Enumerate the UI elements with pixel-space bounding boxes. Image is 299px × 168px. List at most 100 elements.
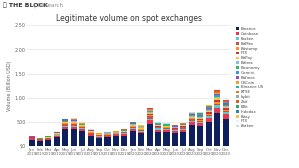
Bar (138, 126, 144, 127)
Bar (214, 89, 220, 90)
Bar (222, 104, 229, 105)
Bar (206, 122, 212, 146)
Title: Legitimate volume on spot exchanges: Legitimate volume on spot exchanges (56, 14, 202, 23)
Bar (214, 93, 220, 94)
Bar (189, 116, 195, 117)
Bar (214, 95, 220, 96)
Bar (104, 137, 111, 146)
Bar (79, 126, 85, 127)
Bar (206, 114, 212, 115)
Bar (214, 97, 220, 98)
Bar (71, 124, 77, 126)
Bar (45, 140, 51, 146)
Bar (113, 136, 119, 146)
Bar (147, 120, 153, 124)
Bar (37, 140, 43, 141)
Bar (155, 130, 161, 132)
Bar (121, 133, 127, 134)
Bar (164, 124, 170, 125)
Bar (197, 121, 203, 122)
Bar (180, 126, 187, 127)
Bar (45, 139, 51, 140)
Bar (172, 126, 178, 127)
Bar (62, 129, 68, 146)
Bar (214, 91, 220, 92)
Bar (197, 112, 203, 113)
Bar (214, 113, 220, 146)
Bar (62, 127, 68, 129)
Bar (62, 124, 68, 126)
Bar (138, 128, 144, 129)
Bar (222, 106, 229, 107)
Bar (214, 90, 220, 91)
Bar (197, 114, 203, 115)
Bar (121, 132, 127, 133)
Bar (206, 108, 212, 109)
Bar (96, 138, 102, 146)
Bar (222, 101, 229, 102)
Bar (147, 115, 153, 116)
Bar (79, 124, 85, 125)
Bar (104, 133, 111, 134)
Bar (138, 129, 144, 130)
Bar (214, 104, 220, 105)
Bar (189, 121, 195, 122)
Bar (88, 132, 94, 133)
Bar (197, 117, 203, 118)
Bar (155, 127, 161, 129)
Bar (164, 128, 170, 129)
Bar (206, 118, 212, 122)
Bar (62, 121, 68, 122)
Bar (88, 133, 94, 134)
Bar (104, 136, 111, 137)
Bar (222, 119, 229, 146)
Bar (130, 126, 136, 127)
Bar (138, 130, 144, 131)
Bar (130, 123, 136, 124)
Bar (222, 103, 229, 104)
Bar (113, 132, 119, 133)
Bar (206, 109, 212, 110)
Bar (71, 120, 77, 121)
Bar (79, 128, 85, 129)
Bar (206, 116, 212, 118)
Bar (222, 108, 229, 110)
Bar (155, 126, 161, 127)
Y-axis label: Volume (Billion USD): Volume (Billion USD) (7, 60, 12, 111)
Bar (172, 128, 178, 129)
Bar (71, 122, 77, 123)
Bar (197, 122, 203, 123)
Bar (164, 123, 170, 124)
Bar (71, 119, 77, 120)
Bar (180, 127, 187, 129)
Bar (180, 130, 187, 132)
Bar (164, 126, 170, 127)
Bar (180, 122, 187, 123)
Bar (138, 127, 144, 128)
Bar (121, 136, 127, 146)
Bar (71, 118, 77, 119)
Bar (206, 106, 212, 107)
Bar (147, 111, 153, 112)
Bar (214, 100, 220, 102)
Bar (113, 133, 119, 134)
Bar (206, 105, 212, 106)
Bar (222, 107, 229, 108)
Bar (197, 123, 203, 126)
Bar (54, 134, 60, 135)
Bar (180, 132, 187, 146)
Bar (155, 132, 161, 146)
Bar (197, 118, 203, 119)
Bar (197, 115, 203, 116)
Bar (206, 107, 212, 108)
Bar (45, 137, 51, 138)
Bar (71, 126, 77, 127)
Bar (104, 135, 111, 136)
Bar (37, 141, 43, 146)
Bar (222, 111, 229, 112)
Bar (28, 139, 35, 140)
Bar (79, 125, 85, 126)
Bar (130, 127, 136, 128)
Bar (214, 92, 220, 93)
Bar (88, 130, 94, 131)
